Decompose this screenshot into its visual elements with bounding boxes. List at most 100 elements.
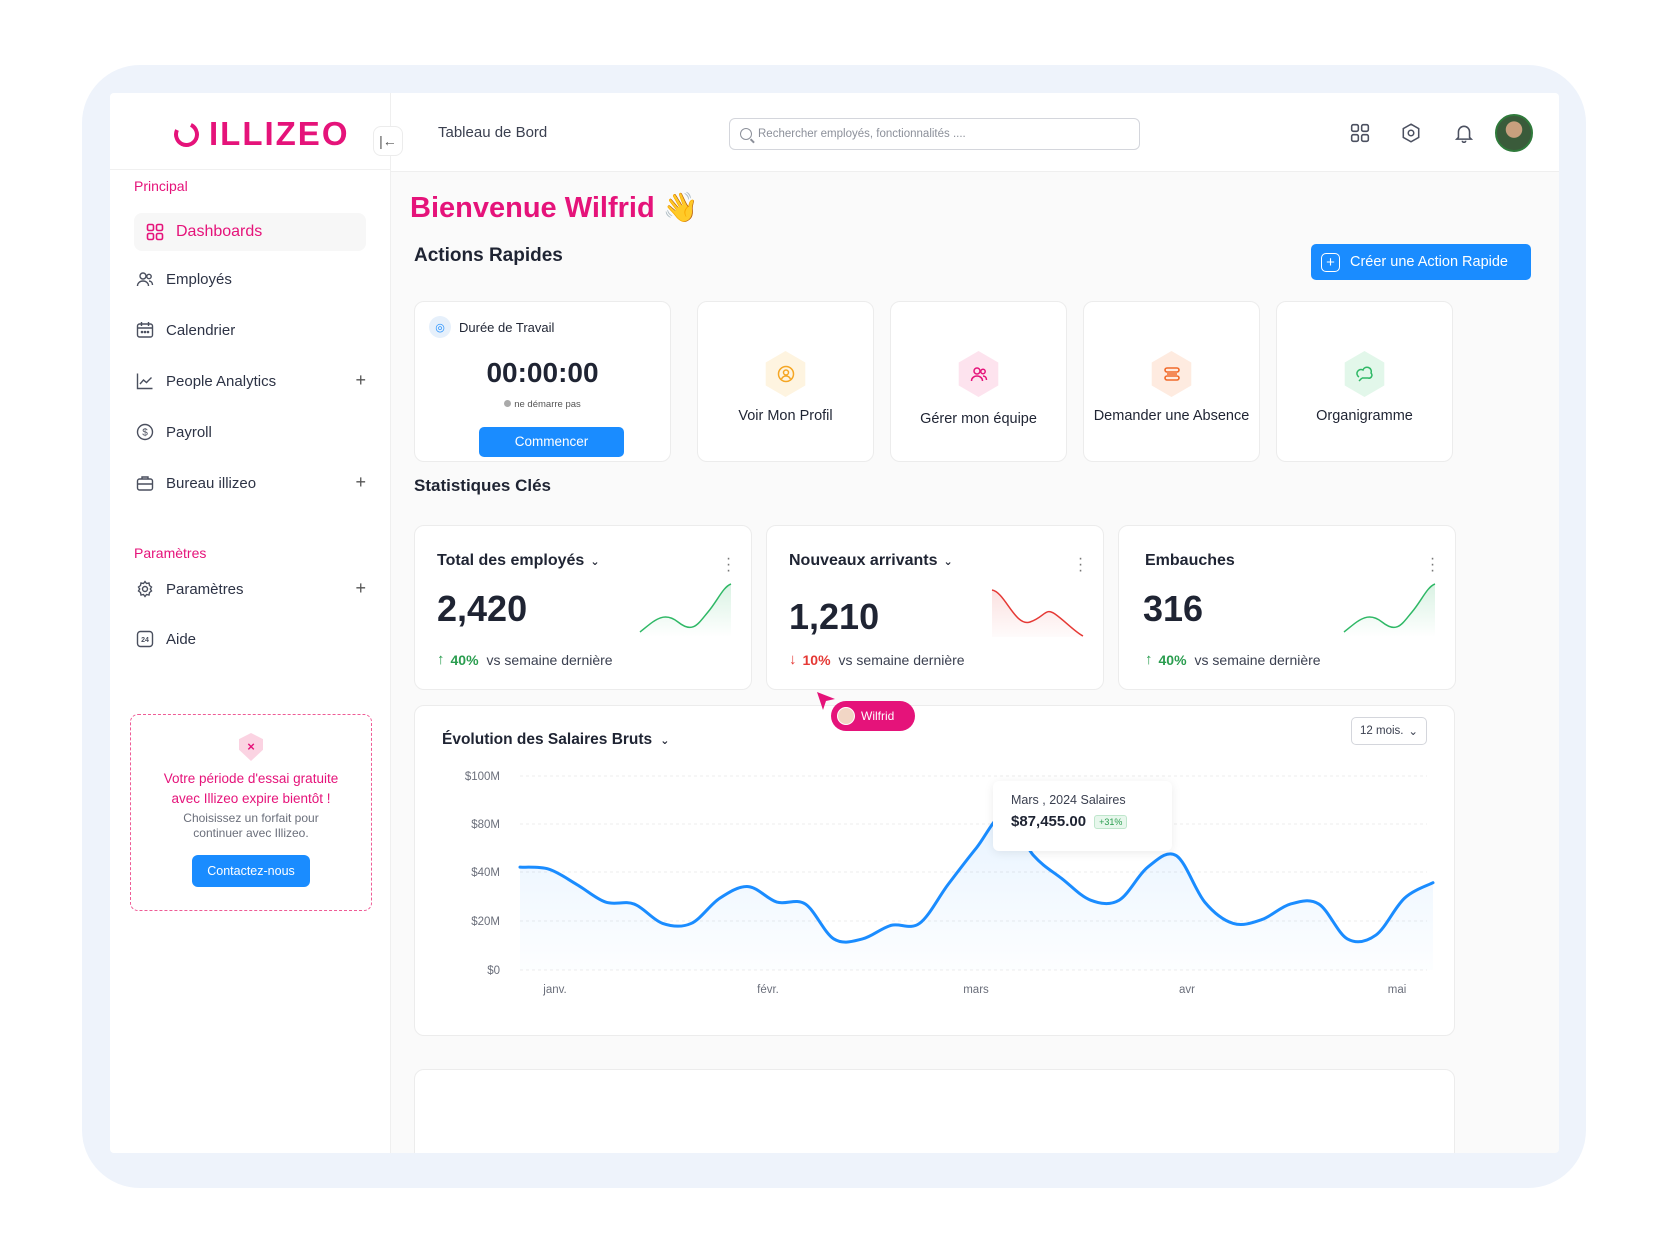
search-placeholder: Rechercher employés, fonctionnalités ...… (758, 128, 966, 140)
mini-avatar (837, 707, 855, 725)
chevron-down-icon: ⌄ (943, 555, 953, 568)
x-tick-label: mai (1388, 984, 1407, 996)
stat-title[interactable]: Nouveaux arrivants ⌄ (789, 552, 953, 570)
period-value: 12 mois. (1360, 725, 1404, 737)
start-timer-button[interactable]: Commencer (479, 427, 624, 457)
stat-card-new-arrivals: Nouveaux arrivants ⌄ · · · 1,210 ↓ 10% vs s… (766, 525, 1104, 690)
users-icon (134, 268, 156, 290)
section-parametres: Paramètres (134, 545, 207, 561)
expand-plus-icon[interactable]: + (355, 370, 366, 390)
arrow-up-icon: ↑ (1145, 651, 1153, 668)
sparkline-down (991, 589, 1084, 637)
bell-icon[interactable] (1452, 121, 1476, 145)
y-tick-label: $40M (471, 867, 500, 879)
stat-change: ↓ 10% vs semaine dernière (789, 651, 965, 668)
team-icon (958, 351, 999, 397)
clock-box-icon: ◎ (429, 316, 451, 338)
sidebar-item-payroll[interactable]: $ Payroll (134, 413, 366, 451)
salary-series-line (518, 813, 1435, 944)
contact-us-button[interactable]: Contactez-nous (192, 855, 310, 887)
quick-action-team[interactable]: Gérer mon équipe (890, 301, 1067, 462)
stat-title[interactable]: Total des employés ⌄ (437, 552, 600, 570)
quick-action-label: Demander une Absence (1093, 408, 1250, 424)
sidebar-item-label: Dashboards (176, 223, 263, 240)
sidebar-item-employes[interactable]: Employés (134, 260, 366, 298)
sidebar-item-label: Employés (166, 270, 232, 288)
status-dot-icon (504, 400, 512, 407)
stat-pct: 40% (450, 651, 479, 668)
sidebar-item-label: Paramètres (166, 580, 244, 598)
more-vertical-icon[interactable]: · · · (725, 550, 731, 579)
sidebar-item-people-analytics[interactable]: People Analytics + (134, 362, 366, 400)
x-tick-label: janv. (542, 984, 566, 996)
section-principal: Principal (134, 178, 188, 194)
apps-grid-icon[interactable] (1348, 121, 1372, 145)
page-title: Tableau de Bord (438, 124, 548, 141)
chart-tooltip: Mars , 2024 Salaires $87,455.00 +31% (993, 781, 1172, 851)
salary-area (520, 814, 1433, 970)
logo-mark-icon (170, 117, 203, 151)
quick-actions-title: Actions Rapides (414, 245, 563, 266)
stat-caption: vs semaine dernière (1194, 651, 1321, 668)
stat-title-text: Nouveaux arrivants (789, 552, 938, 569)
quick-action-absence[interactable]: Demander une Absence (1083, 301, 1260, 462)
sidebar-item-label: People Analytics (166, 372, 277, 390)
brand-logo[interactable]: ILLIZEO (170, 115, 350, 153)
app-window: ILLIZEO Principal Dashboards Employés Ca… (110, 93, 1559, 1153)
more-vertical-icon[interactable]: · · · (1077, 550, 1083, 579)
sidebar-item-aide[interactable]: 24 Aide (134, 620, 366, 658)
box-icon[interactable] (1399, 121, 1423, 145)
chevron-down-icon: ⌄ (1408, 726, 1418, 738)
absence-icon (1151, 351, 1192, 397)
sidebar-item-bureau-illizeo[interactable]: Bureau illizeo + (134, 464, 366, 502)
chevron-down-icon: ⌄ (590, 555, 600, 568)
sidebar-item-calendrier[interactable]: Calendrier (134, 311, 366, 349)
sidebar-item-label: Calendrier (166, 321, 236, 339)
sidebar-item-parametres[interactable]: Paramètres + (134, 570, 366, 608)
dollar-icon: $ (134, 421, 156, 443)
collapse-sidebar-button[interactable]: |← (373, 126, 403, 156)
briefcase-icon (134, 472, 156, 494)
top-header: Tableau de Bord Rechercher employés, fon… (391, 93, 1559, 172)
chart-title[interactable]: Évolution des Salaires Bruts ⌄ (442, 731, 669, 749)
create-button-label: Créer une Action Rapide (1350, 254, 1508, 270)
stat-value: 1,210 (789, 596, 880, 637)
expand-plus-icon[interactable]: + (355, 578, 366, 598)
sidebar-item-label: Payroll (166, 423, 212, 441)
quick-action-label: Voir Mon Profil (738, 408, 833, 424)
logo-row: ILLIZEO (110, 93, 391, 170)
sidebar-item-dashboards[interactable]: Dashboards (134, 213, 366, 251)
more-vertical-icon[interactable]: · · · (1429, 550, 1435, 579)
stat-change: ↑ 40% vs semaine dernière (437, 651, 613, 668)
salary-chart-card: Évolution des Salaires Bruts ⌄ 12 mois. … (414, 705, 1455, 1036)
sparkline-up (1343, 583, 1436, 637)
collapse-left-icon: |← (379, 133, 397, 149)
trial-banner: × Votre période d'essai gratuite avec Il… (130, 714, 372, 911)
quick-action-profile[interactable]: Voir Mon Profil (697, 301, 874, 462)
user-avatar[interactable] (1495, 114, 1533, 152)
svg-text:24: 24 (141, 637, 149, 644)
trial-title: Votre période d'essai gratuite avec Illi… (163, 771, 339, 806)
stat-title-text: Embauches (1145, 552, 1235, 569)
chart-title-text: Évolution des Salaires Bruts (442, 731, 653, 748)
tooltip-label: Mars , 2024 Salaires (1011, 793, 1126, 807)
shield-alert-icon: × (239, 733, 263, 761)
x-tick-label: avr (1179, 984, 1195, 996)
cursor-user-pill: Wilfrid (831, 701, 915, 731)
cursor-arrow-icon (817, 692, 835, 710)
create-quick-action-button[interactable]: + Créer une Action Rapide (1311, 244, 1531, 280)
stat-caption: vs semaine dernière (838, 651, 965, 668)
stat-card-hires: Embauches · · · 316 ↑ 40% vs semaine derni… (1118, 525, 1456, 690)
svg-text:$: $ (142, 428, 148, 439)
expand-plus-icon[interactable]: + (355, 472, 366, 492)
collab-cursor: Wilfrid (815, 690, 915, 731)
period-select[interactable]: 12 mois. ⌄ (1351, 717, 1427, 745)
search-input[interactable]: Rechercher employés, fonctionnalités ...… (729, 118, 1140, 150)
calendar-icon (134, 319, 156, 341)
timer-status: ne démarre pas (415, 399, 670, 410)
quick-action-org-chart[interactable]: Organigramme (1276, 301, 1453, 462)
stat-card-total-employees: Total des employés ⌄ · · · 2,420 ↑ 40% vs s… (414, 525, 752, 690)
help-24-icon: 24 (134, 628, 156, 650)
y-tick-label: $20M (471, 916, 500, 928)
stat-pct: 40% (1158, 651, 1187, 668)
